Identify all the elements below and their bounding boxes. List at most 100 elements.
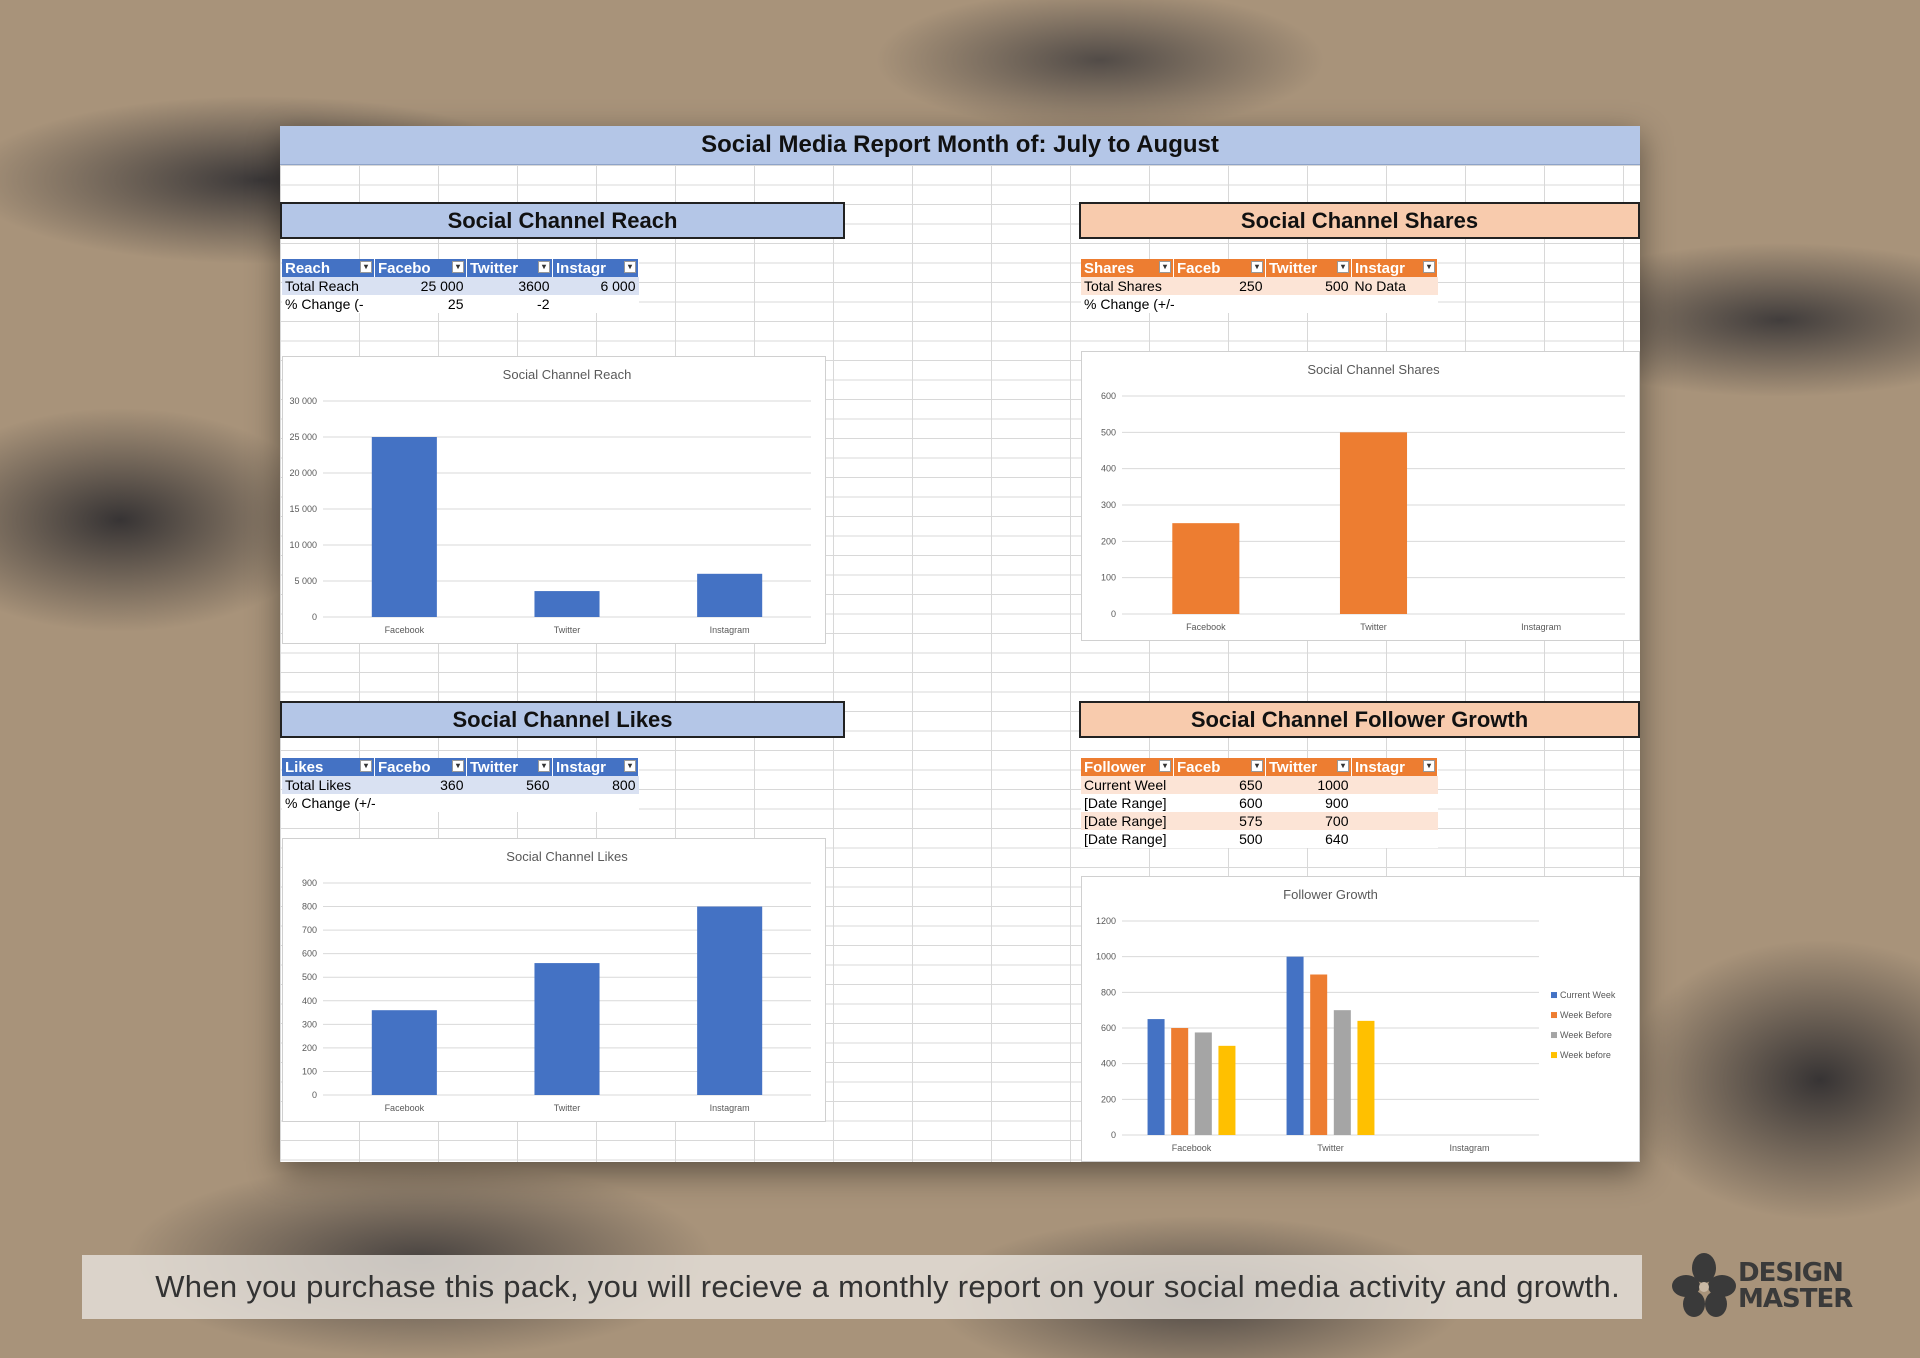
followers-bar [1333,1010,1351,1135]
reach-cell[interactable]: 25 000 [374,277,467,295]
followers-cell[interactable]: 640 [1265,830,1352,848]
filter-dropdown-icon[interactable]: ▾ [1337,261,1349,273]
reach-header-3: Instagr ▾ [552,259,639,277]
flower-logo-icon [1672,1253,1736,1317]
reach-header-label: Reach [285,259,331,277]
followers-cell[interactable]: 1000 [1265,776,1352,794]
followers-header-0: Follower ▾ [1081,758,1174,776]
shares-section-heading: Social Channel Shares [1079,202,1640,239]
reach-cell[interactable]: 6 000 [552,277,639,295]
likes-bar [534,963,600,1095]
table-row: [Date Range] 600 900 [1081,794,1438,812]
shares-chart-svg: Social Channel Shares 0 100 200 300 400 500 600… [1101,362,1625,632]
filter-dropdown-icon[interactable]: ▾ [1337,760,1349,772]
followers-cell[interactable] [1351,830,1438,848]
likes-cell[interactable]: Total Likes [282,776,375,794]
filter-dropdown-icon[interactable]: ▾ [360,760,372,772]
table-row: % Change (+/-) [282,794,639,812]
followers-header-label: Twitter [1269,758,1318,776]
likes-cell[interactable]: 800 [552,776,639,794]
reach-bar [534,591,600,617]
shares-cell[interactable] [1351,295,1438,313]
report-title: Social Media Report Month of: July to Au… [280,126,1640,165]
followers-cell[interactable]: 500 [1173,830,1266,848]
shares-cell[interactable] [1265,295,1352,313]
reach-ytick-label: 5 000 [294,576,317,586]
likes-header-label: Likes [285,758,324,776]
reach-chart-svg: Social Channel Reach 0 5 000 10 000 15 000 20… [289,367,811,635]
reach-cell[interactable]: -2 [466,295,553,313]
followers-cell[interactable]: 575 [1173,812,1266,830]
filter-dropdown-icon[interactable]: ▾ [1159,261,1171,273]
filter-dropdown-icon[interactable]: ▾ [1423,261,1435,273]
shares-ytick-label: 400 [1101,464,1116,474]
likes-chart-title: Social Channel Likes [506,849,628,864]
followers-cell[interactable]: [Date Range] [1081,812,1174,830]
filter-dropdown-icon[interactable]: ▾ [360,261,372,273]
followers-legend-swatch [1551,1032,1557,1039]
shares-cell[interactable] [1173,295,1266,313]
shares-cell[interactable]: 250 [1173,277,1266,295]
followers-legend-label: Week Before [1560,1010,1612,1020]
followers-header-label: Instagr [1355,758,1406,776]
shares-bar [1172,523,1240,614]
likes-cell[interactable] [466,794,553,812]
likes-ytick-label: 400 [302,996,317,1006]
filter-dropdown-icon[interactable]: ▾ [624,760,636,772]
shares-cell[interactable]: No Data [1351,277,1438,295]
followers-table: Follower ▾ Faceb ▾ Twitter ▾ Instagr ▾ Current W… [1081,758,1438,848]
followers-cell[interactable]: Current Weel [1081,776,1174,794]
followers-header-2: Twitter ▾ [1265,758,1352,776]
likes-cell[interactable]: % Change (+/-) [282,794,375,812]
followers-cell[interactable]: 900 [1265,794,1352,812]
followers-cell[interactable]: 650 [1173,776,1266,794]
filter-dropdown-icon[interactable]: ▾ [1251,261,1263,273]
reach-xtick-label: Instagram [710,625,750,635]
likes-cell[interactable] [552,794,639,812]
likes-cell[interactable]: 560 [466,776,553,794]
shares-cell[interactable]: Total Shares [1081,277,1174,295]
reach-header-label: Instagr [556,259,607,277]
filter-dropdown-icon[interactable]: ▾ [538,760,550,772]
followers-cell[interactable] [1351,794,1438,812]
likes-cell[interactable] [374,794,467,812]
reach-cell[interactable]: 3600 [466,277,553,295]
reach-cell[interactable]: 25 [374,295,467,313]
followers-cell[interactable]: 700 [1265,812,1352,830]
likes-table: Likes ▾ Facebo ▾ Twitter ▾ Instagr ▾ Total Likes… [282,758,639,812]
followers-legend-label: Week Before [1560,1030,1612,1040]
filter-dropdown-icon[interactable]: ▾ [452,261,464,273]
filter-dropdown-icon[interactable]: ▾ [1423,760,1435,772]
followers-cell[interactable]: 600 [1173,794,1266,812]
shares-cell[interactable]: 500 [1265,277,1352,295]
followers-cell[interactable]: [Date Range] [1081,794,1174,812]
likes-header-2: Twitter ▾ [466,758,553,776]
followers-cell[interactable]: [Date Range] [1081,830,1174,848]
likes-header-label: Facebo [378,758,431,776]
followers-cell[interactable] [1351,812,1438,830]
filter-dropdown-icon[interactable]: ▾ [624,261,636,273]
followers-cell[interactable] [1351,776,1438,794]
followers-section-heading: Social Channel Follower Growth [1079,701,1640,738]
filter-dropdown-icon[interactable]: ▾ [538,261,550,273]
filter-dropdown-icon[interactable]: ▾ [452,760,464,772]
followers-ytick-label: 1200 [1096,916,1116,926]
followers-chart-title: Follower Growth [1283,887,1378,902]
followers-legend-label: Current Week [1560,990,1616,1000]
shares-header-1: Faceb ▾ [1173,259,1266,277]
likes-cell[interactable]: 360 [374,776,467,794]
reach-cell[interactable]: Total Reach [282,277,375,295]
shares-header-label: Shares [1084,259,1135,277]
followers-xtick-label: Twitter [1317,1143,1344,1153]
filter-dropdown-icon[interactable]: ▾ [1159,760,1171,772]
filter-dropdown-icon[interactable]: ▾ [1251,760,1263,772]
reach-header-label: Twitter [470,259,519,277]
shares-chart-title: Social Channel Shares [1307,362,1440,377]
table-row: Total Likes 360 560 800 [282,776,639,794]
reach-header-2: Twitter ▾ [466,259,553,277]
followers-ytick-label: 0 [1111,1130,1116,1140]
reach-cell[interactable] [552,295,639,313]
reach-cell[interactable]: % Change (- [282,295,375,313]
followers-legend-swatch [1551,1052,1557,1059]
shares-cell[interactable]: % Change (+/-) [1081,295,1174,313]
